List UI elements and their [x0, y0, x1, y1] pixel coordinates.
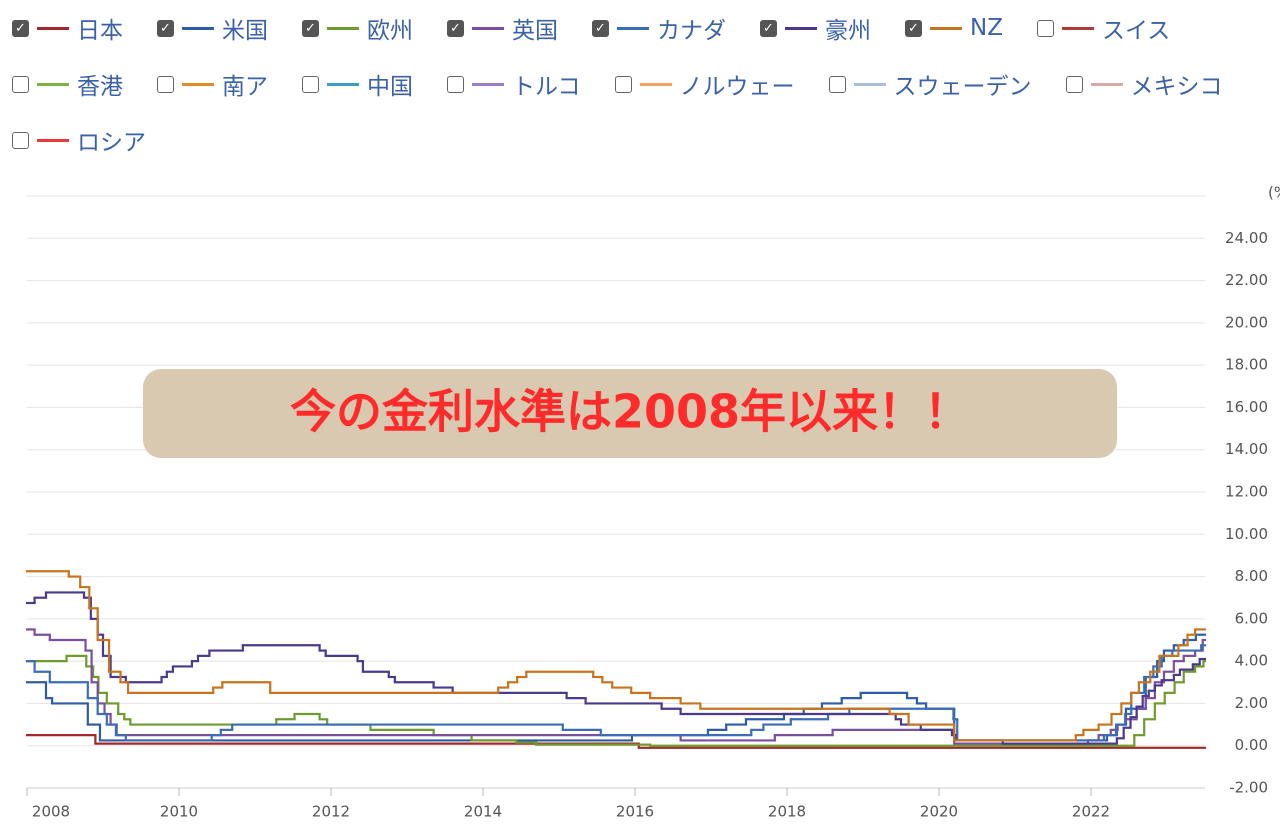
- legend-label: スイス: [1101, 18, 1171, 44]
- legend-swatch: [1061, 26, 1094, 30]
- y-tick-label: 24.00: [1225, 229, 1268, 247]
- legend-label: 日本: [77, 18, 123, 44]
- legend-label: 英国: [512, 18, 558, 44]
- legend-item[interactable]: スウェーデン: [828, 56, 1032, 112]
- legend-label: スウェーデン: [893, 74, 1032, 100]
- legend-label: カナダ: [657, 18, 726, 44]
- y-tick-label: 20.00: [1225, 313, 1268, 331]
- y-tick-label: 18.00: [1225, 356, 1268, 374]
- checkbox[interactable]: ✓: [447, 19, 464, 37]
- legend-item[interactable]: ノルウェー: [614, 56, 795, 112]
- legend-swatch: [472, 82, 504, 86]
- x-tick-label: 2008: [32, 803, 70, 821]
- checkbox[interactable]: [12, 131, 29, 149]
- legend-item[interactable]: スイス: [1036, 0, 1171, 56]
- legend-swatch: [930, 26, 962, 30]
- x-tick-label: 2016: [616, 803, 654, 821]
- legend-swatch: [617, 26, 649, 30]
- legend-item[interactable]: 香港: [12, 56, 123, 112]
- checkbox[interactable]: ✓: [12, 19, 29, 37]
- x-tick-label: 2012: [312, 803, 350, 821]
- checkbox[interactable]: ✓: [157, 19, 174, 37]
- legend-label: メキシコ: [1130, 74, 1223, 100]
- series: [25, 628, 1207, 745]
- checkbox[interactable]: [447, 75, 464, 93]
- legend-swatch: [785, 26, 817, 30]
- legend-item[interactable]: ✓ 英国: [447, 0, 558, 56]
- legend-swatch: [37, 82, 69, 86]
- legend-item[interactable]: ✓ 豪州: [760, 0, 871, 56]
- legend-label: NZ: [970, 15, 1003, 41]
- legend-label: ロシア: [77, 130, 146, 156]
- legend-swatch: [182, 82, 214, 86]
- legend-swatch: [182, 26, 214, 30]
- y-tick-label: 16.00: [1225, 398, 1268, 416]
- series: [25, 654, 1207, 747]
- checkbox[interactable]: ✓: [592, 19, 609, 37]
- legend-label: 欧州: [367, 18, 413, 44]
- legend-swatch: [1090, 82, 1123, 86]
- checkbox[interactable]: [614, 75, 632, 93]
- y-tick-label: 2.00: [1235, 694, 1268, 712]
- checkbox[interactable]: [302, 75, 319, 93]
- legend-item[interactable]: ✓ 欧州: [302, 0, 413, 56]
- legend-label: 香港: [77, 74, 123, 100]
- legend-item[interactable]: メキシコ: [1065, 56, 1223, 112]
- x-tick-label: 2022: [1072, 803, 1110, 821]
- legend-swatch: [37, 138, 69, 142]
- legend-label: 米国: [222, 18, 268, 44]
- y-tick-label: 22.00: [1225, 271, 1268, 289]
- legend-swatch: [37, 26, 69, 30]
- y-tick-label: 0.00: [1235, 736, 1268, 754]
- legend: ✓ 日本 ✓ 米国 ✓ 欧州 ✓ 英国 ✓ カナダ ✓ 豪州 ✓ NZ スイス香港 南ア 中国 トルコ ノルウェー ス…: [12, 0, 1280, 168]
- checkbox[interactable]: ✓: [760, 19, 777, 37]
- legend-item[interactable]: ロシア: [12, 112, 146, 168]
- legend-item[interactable]: 中国: [302, 56, 413, 112]
- annotation: 今の金利水準は2008年以来！！: [290, 385, 970, 439]
- y-tick-label: 14.00: [1225, 440, 1268, 458]
- series: [25, 591, 1207, 745]
- checkbox[interactable]: ✓: [905, 19, 922, 37]
- legend-label: ノルウェー: [679, 74, 795, 100]
- legend-swatch: [853, 82, 886, 86]
- annotation-box: [143, 369, 1117, 458]
- y-tick-label: -2.00: [1229, 779, 1268, 797]
- legend-swatch: [472, 26, 504, 30]
- legend-item[interactable]: ✓ 米国: [157, 0, 268, 56]
- y-tick-label: 10.00: [1225, 525, 1268, 543]
- legend-label: 中国: [367, 74, 413, 100]
- checkbox[interactable]: [1036, 19, 1054, 37]
- legend-item[interactable]: ✓ カナダ: [592, 0, 726, 56]
- y-tick-label: 12.00: [1225, 483, 1268, 501]
- legend-item[interactable]: ✓ NZ: [905, 0, 1003, 56]
- y-tick-label: 8.00: [1235, 567, 1268, 585]
- legend-item[interactable]: 南ア: [157, 56, 268, 112]
- checkbox[interactable]: [828, 75, 846, 93]
- legend-swatch: [327, 26, 359, 30]
- checkbox[interactable]: [12, 75, 29, 93]
- legend-label: 南ア: [222, 74, 268, 100]
- y-tick-label: 6.00: [1235, 609, 1268, 627]
- series: [25, 570, 1207, 742]
- x-tick-label: 2014: [464, 803, 502, 821]
- legend-swatch: [327, 82, 359, 86]
- legend-item[interactable]: トルコ: [447, 56, 581, 112]
- legend-label: トルコ: [512, 74, 581, 100]
- legend-label: 豪州: [825, 18, 871, 44]
- checkbox[interactable]: [157, 75, 174, 93]
- legend-item[interactable]: ✓ 日本: [12, 0, 123, 56]
- legend-swatch: [639, 82, 672, 86]
- y-tick-label: 4.00: [1235, 652, 1268, 670]
- x-tick-label: 2020: [920, 803, 958, 821]
- checkbox[interactable]: [1065, 75, 1083, 93]
- y-unit: (%): [1268, 184, 1280, 202]
- checkbox[interactable]: ✓: [302, 19, 319, 37]
- x-tick-label: 2010: [160, 803, 198, 821]
- x-tick-label: 2018: [768, 803, 806, 821]
